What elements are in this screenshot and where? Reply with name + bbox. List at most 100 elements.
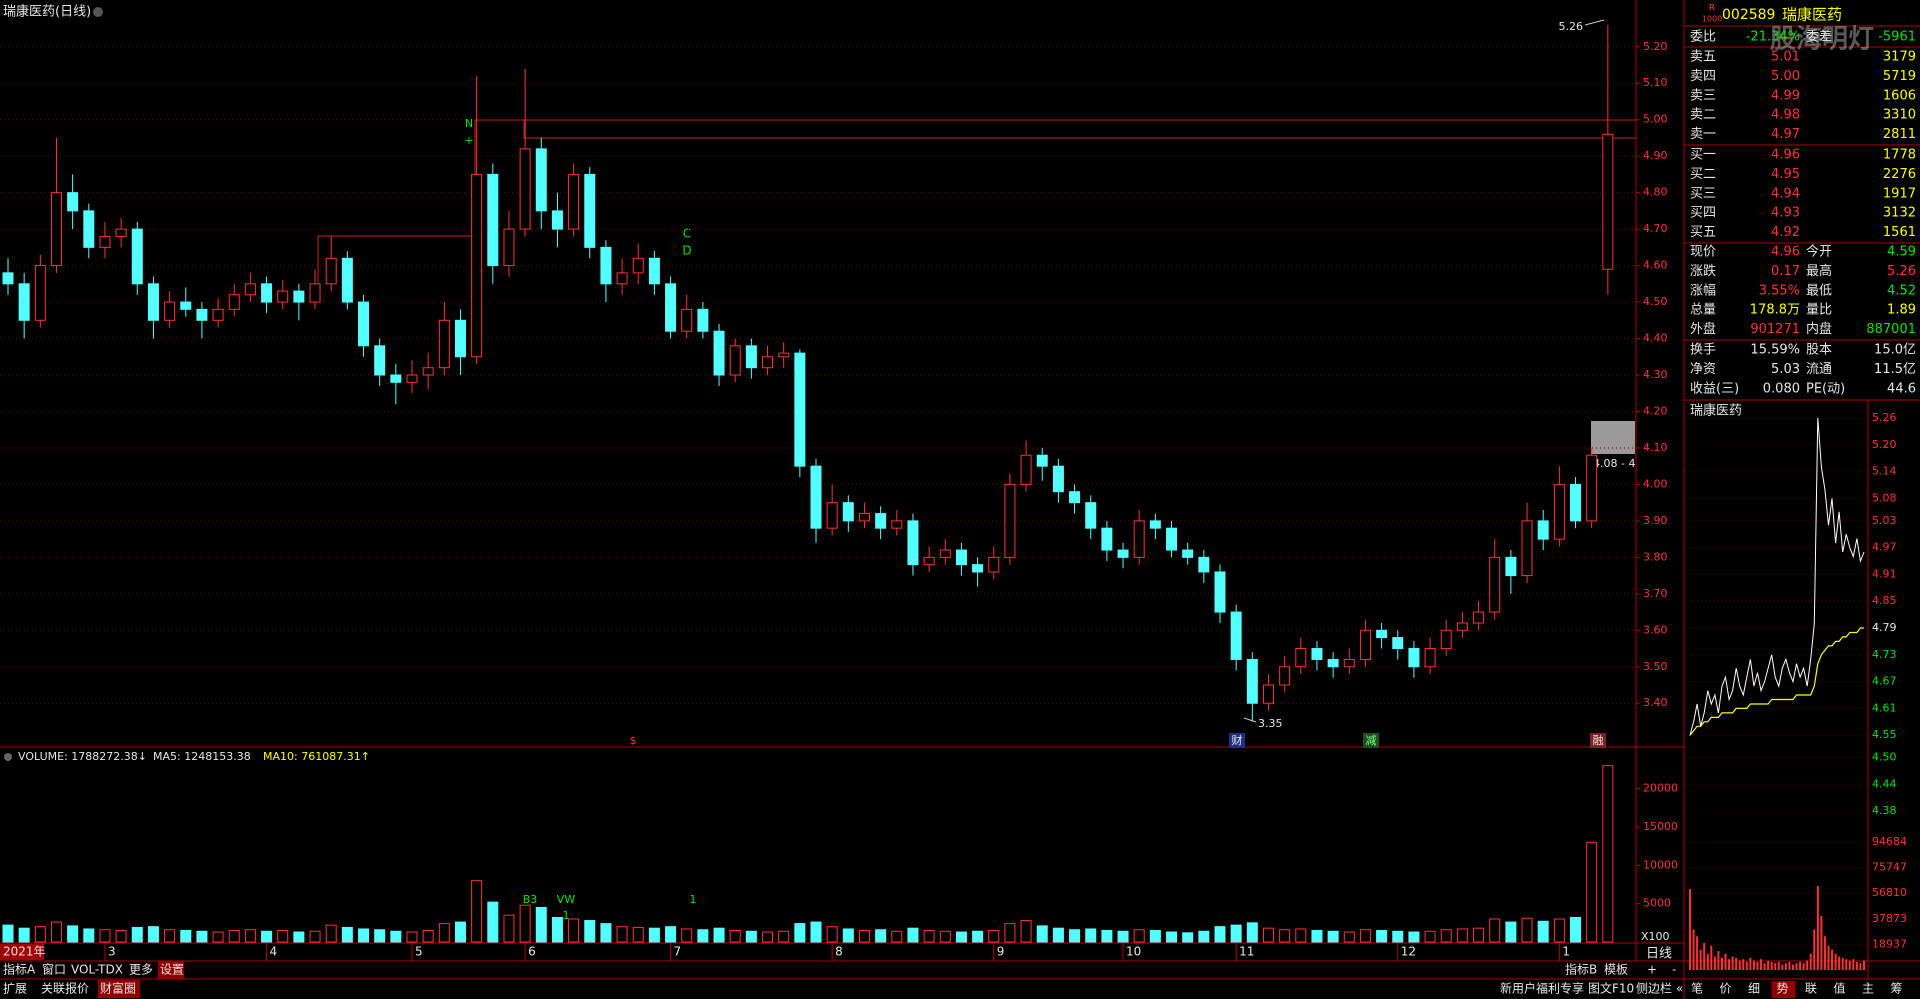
book-label: 买五 bbox=[1690, 225, 1716, 240]
toolbar-button[interactable]: 关联报价 bbox=[41, 981, 89, 996]
quote-label: 收益(三) bbox=[1690, 381, 1739, 396]
toolbar-button[interactable]: 更多 bbox=[129, 963, 153, 977]
event-marker[interactable]: 融 bbox=[1593, 734, 1604, 747]
candle-body bbox=[454, 319, 466, 358]
quote-label: 最高 bbox=[1806, 263, 1832, 279]
volume-bar bbox=[277, 930, 289, 943]
tab-button[interactable]: 联 bbox=[1805, 982, 1817, 996]
volume-bar bbox=[697, 929, 709, 943]
toolbar-button[interactable]: 扩展 bbox=[3, 982, 27, 996]
volume-bar bbox=[1392, 930, 1404, 943]
volume-bar bbox=[681, 928, 693, 943]
candle-body bbox=[842, 502, 854, 522]
quote-label: 流通 bbox=[1806, 362, 1832, 377]
y-tick-label: 3.70 bbox=[1643, 587, 1668, 600]
candle-body bbox=[471, 173, 483, 358]
y-tick-label: 4.44 bbox=[1872, 777, 1897, 790]
volume-bar bbox=[406, 931, 418, 943]
event-marker[interactable]: 财 bbox=[1232, 733, 1243, 747]
quote-value: 0.080 bbox=[1763, 381, 1800, 396]
toolbar-button[interactable]: 设置 bbox=[160, 963, 184, 977]
toolbar-button[interactable]: 新用户福利专享 bbox=[1500, 981, 1584, 996]
event-marker[interactable]: 减 bbox=[1366, 734, 1377, 747]
candle-body bbox=[535, 148, 547, 212]
volume-bar bbox=[228, 930, 240, 943]
candle-body bbox=[826, 502, 838, 529]
candle-body bbox=[1004, 483, 1016, 558]
volume-bar bbox=[519, 904, 531, 943]
volume-bar bbox=[1036, 925, 1048, 943]
candle-body bbox=[810, 465, 822, 529]
level-line bbox=[523, 120, 1636, 139]
menu-icon[interactable] bbox=[93, 7, 103, 17]
tab-button[interactable]: 值 bbox=[1834, 981, 1846, 996]
quote-value: 5.26 bbox=[1887, 264, 1916, 279]
event-marker-bg bbox=[1363, 733, 1379, 748]
x-tick-label: 9 bbox=[997, 945, 1005, 959]
toolbar-button[interactable]: 侧边栏 bbox=[1636, 981, 1672, 996]
book-label: 买三 bbox=[1690, 186, 1716, 201]
y-tick-label: 5.00 bbox=[1643, 113, 1668, 126]
y-tick-label: 4.60 bbox=[1643, 259, 1668, 272]
candle-body bbox=[697, 308, 709, 332]
book-volume: 1606 bbox=[1883, 88, 1916, 103]
quote-value: 178.8万 bbox=[1750, 303, 1800, 318]
tab-button[interactable]: 价 bbox=[1720, 982, 1732, 996]
y-tick-label: 3.40 bbox=[1643, 696, 1668, 709]
tab-button[interactable]: 势 bbox=[1777, 982, 1789, 996]
volume-bar bbox=[632, 926, 644, 943]
tab-button[interactable]: 筹 bbox=[1891, 982, 1903, 996]
candle-body bbox=[632, 257, 644, 274]
toolbar-button[interactable]: + bbox=[1647, 963, 1657, 977]
indicator-icon[interactable] bbox=[4, 753, 12, 761]
candle-body bbox=[1311, 648, 1323, 660]
volume-bar bbox=[1327, 930, 1339, 943]
quote-value: 1.89 bbox=[1887, 303, 1916, 318]
volume-bar bbox=[471, 880, 483, 943]
tab-button[interactable]: 主 bbox=[1862, 982, 1874, 996]
y-tick-label: 4.90 bbox=[1643, 149, 1668, 162]
window-title: 瑞康医药(日线) bbox=[3, 4, 91, 20]
toolbar-button[interactable]: 指标B bbox=[1565, 962, 1597, 977]
toolbar-button[interactable]: 指标A bbox=[3, 962, 36, 977]
candle-body bbox=[1117, 549, 1129, 558]
candle-body bbox=[196, 308, 208, 321]
price-line bbox=[1689, 417, 1865, 736]
volume-bar bbox=[1489, 918, 1501, 943]
candle-body bbox=[729, 345, 741, 376]
quote-label: 换手 bbox=[1690, 343, 1716, 358]
quote-value: 15.59% bbox=[1750, 343, 1800, 358]
tab-button[interactable]: 笔 bbox=[1691, 981, 1703, 996]
volume-bar bbox=[875, 929, 887, 943]
volume-bar bbox=[1456, 928, 1468, 943]
average-line bbox=[1689, 627, 1864, 736]
toolbar-button[interactable]: 图文F10 bbox=[1588, 981, 1634, 996]
volume-bar bbox=[1085, 928, 1097, 943]
volume-tick-label: 20000 bbox=[1643, 782, 1678, 795]
volume-bar bbox=[196, 930, 208, 943]
signal: B3 bbox=[523, 893, 538, 906]
volume-bar bbox=[1198, 930, 1210, 943]
toolbar-button[interactable]: 财富圈 bbox=[100, 981, 136, 996]
toolbar-button[interactable]: 模板 bbox=[1604, 963, 1628, 977]
toolbar-button[interactable]: VOL-TDX bbox=[71, 963, 123, 977]
toolbar-button[interactable]: - bbox=[1672, 963, 1676, 977]
tab-button[interactable]: 细 bbox=[1748, 982, 1760, 996]
volume-tick-label: 18937 bbox=[1872, 937, 1907, 950]
volume-bar bbox=[503, 914, 515, 943]
candle-body bbox=[164, 301, 176, 321]
x-tick-label: 2021年 bbox=[3, 945, 46, 959]
toolbar-button[interactable]: « bbox=[1676, 982, 1683, 996]
volume-tick-label: 75747 bbox=[1872, 861, 1907, 874]
volume-bar bbox=[1537, 920, 1549, 943]
candle-body bbox=[487, 173, 499, 267]
signal: C bbox=[683, 227, 691, 241]
candle-body bbox=[99, 235, 111, 248]
volume-bar bbox=[1521, 917, 1533, 943]
candle-body bbox=[794, 352, 806, 467]
candle-body bbox=[745, 345, 757, 369]
y-tick-label: 4.73 bbox=[1872, 648, 1897, 661]
volume-bar bbox=[390, 930, 402, 943]
toolbar-button[interactable]: 窗口 bbox=[42, 963, 66, 977]
period-button[interactable]: 日线 bbox=[1646, 947, 1672, 962]
